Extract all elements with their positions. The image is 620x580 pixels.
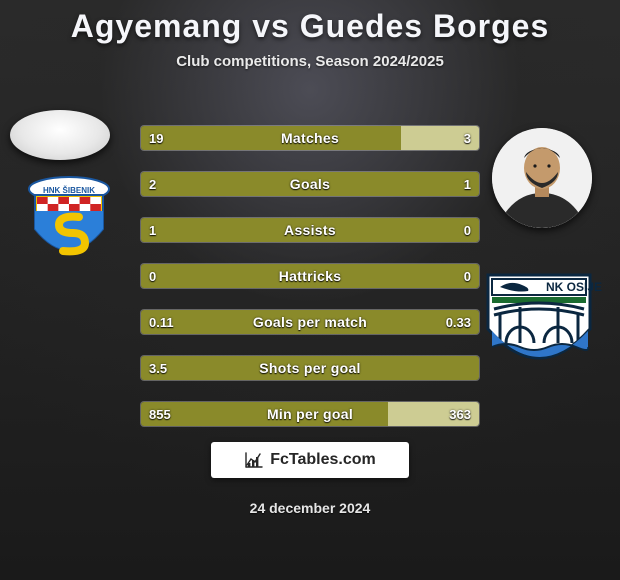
stat-label: Assists xyxy=(141,218,479,242)
stat-row: 855363Min per goal xyxy=(140,401,480,427)
stat-label: Min per goal xyxy=(141,402,479,426)
stat-row: 3.5Shots per goal xyxy=(140,355,480,381)
stat-row: 0.110.33Goals per match xyxy=(140,309,480,335)
player-left-avatar xyxy=(10,110,110,160)
subtitle: Club competitions, Season 2024/2025 xyxy=(0,53,620,70)
stat-label: Goals xyxy=(141,172,479,196)
stat-label: Shots per goal xyxy=(141,356,479,380)
stat-label: Goals per match xyxy=(141,310,479,334)
club-crest-left: HNK ŠIBENIK xyxy=(23,175,115,267)
player-right-avatar xyxy=(492,128,592,228)
stat-row: 21Goals xyxy=(140,171,480,197)
club-crest-right: NK OSIJEK xyxy=(476,259,602,385)
page-title: Agyemang vs Guedes Borges xyxy=(0,0,620,45)
stat-row: 00Hattricks xyxy=(140,263,480,289)
branding-text: FcTables.com xyxy=(270,451,376,469)
date-line: 24 december 2024 xyxy=(0,500,620,516)
stat-row: 10Assists xyxy=(140,217,480,243)
svg-text:HNK ŠIBENIK: HNK ŠIBENIK xyxy=(43,186,95,195)
stat-rows: 193Matches 21Goals 10Assists 00Hattricks 0.1… xyxy=(140,125,480,447)
svg-text:NK OSIJEK: NK OSIJEK xyxy=(546,280,602,294)
branding-badge: FcTables.com xyxy=(211,442,409,478)
stat-row: 193Matches xyxy=(140,125,480,151)
stat-label: Matches xyxy=(141,126,479,150)
stat-label: Hattricks xyxy=(141,264,479,288)
fctables-logo-icon xyxy=(244,451,264,469)
